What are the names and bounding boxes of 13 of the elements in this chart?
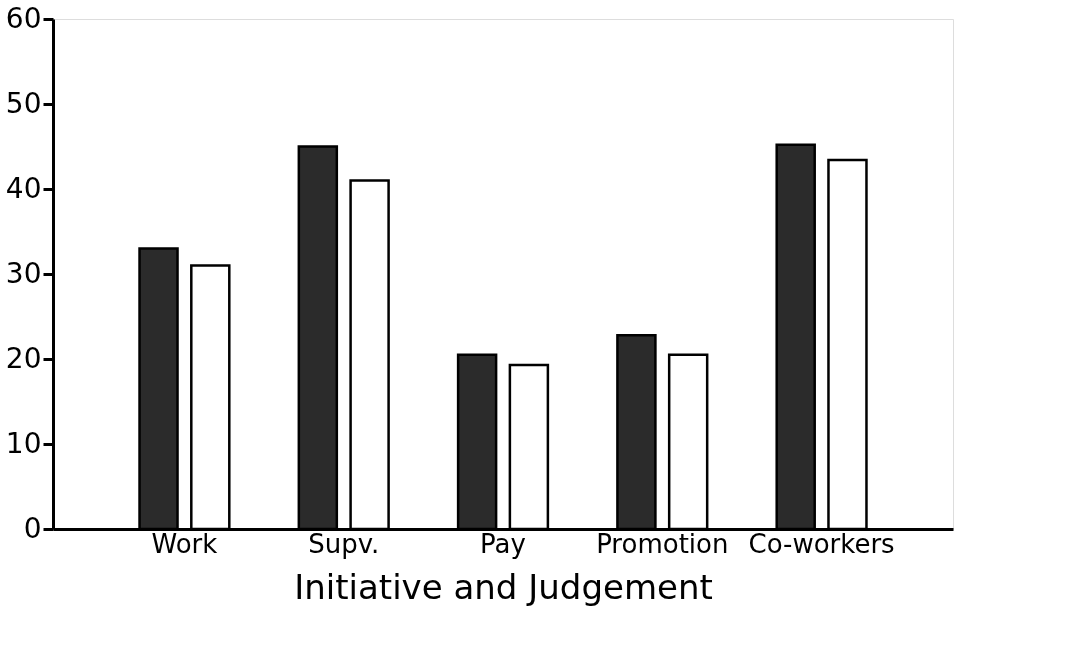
y-tick-label: 50 <box>5 86 42 120</box>
x-tick-label: Pay <box>480 528 526 559</box>
x-tick-label: Promotion <box>596 528 729 559</box>
x-axis-title: Initiative and Judgement <box>294 566 713 607</box>
x-tick-label: Co-workers <box>748 528 895 559</box>
y-tick-label: 60 <box>5 1 42 35</box>
y-tick-label: 0 <box>23 511 42 545</box>
x-tick-label: Supv. <box>308 528 380 559</box>
y-tick-label: 10 <box>5 426 42 460</box>
y-tick-label: 20 <box>5 341 42 375</box>
x-tick-label: Work <box>151 528 218 559</box>
y-tick-label: 40 <box>5 171 42 205</box>
y-tick-label: 30 <box>5 256 42 290</box>
